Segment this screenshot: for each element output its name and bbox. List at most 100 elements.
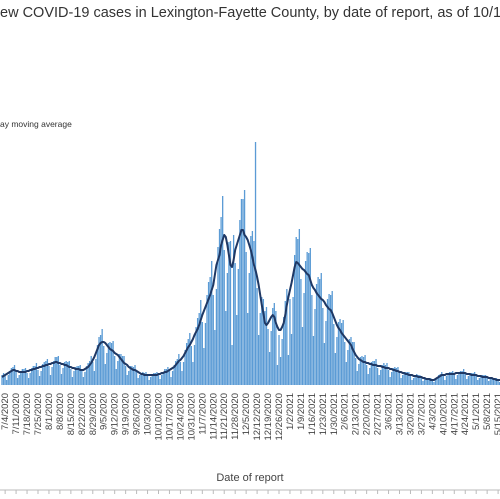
bar: [417, 375, 419, 385]
x-tick-label: 4/3/2021: [427, 393, 438, 430]
bar: [347, 350, 349, 385]
x-tick-label: 2/20/2021: [362, 393, 373, 435]
bar: [151, 374, 153, 385]
bar: [497, 380, 499, 385]
bar: [469, 373, 471, 385]
bar: [434, 380, 437, 385]
bar: [6, 380, 8, 385]
x-tick-label: 1/23/2021: [318, 393, 329, 435]
bar: [81, 371, 83, 385]
bar: [140, 373, 142, 385]
x-tick-label: 8/29/2020: [88, 393, 99, 435]
bar: [38, 376, 41, 385]
bar: [419, 375, 421, 385]
x-tick-label: 8/15/2020: [66, 393, 77, 435]
bar: [34, 366, 36, 385]
bar: [456, 375, 459, 385]
bar: [212, 295, 214, 385]
bar: [392, 368, 394, 385]
bar: [292, 297, 294, 385]
bar: [409, 376, 412, 385]
bar: [328, 294, 330, 385]
bar: [43, 362, 45, 385]
bar: [93, 371, 95, 385]
bar: [139, 375, 141, 385]
bar: [484, 375, 487, 385]
bar: [386, 363, 388, 385]
bar: [126, 375, 128, 385]
bar: [159, 379, 161, 385]
bar: [106, 353, 108, 385]
bar: [187, 339, 189, 385]
bar: [289, 299, 291, 385]
x-tick-label: 10/31/2020: [186, 393, 197, 441]
bar: [412, 378, 415, 385]
x-tick-label: 7/18/2020: [22, 393, 33, 435]
bar: [82, 377, 85, 385]
bar: [262, 299, 265, 385]
bar: [400, 378, 402, 385]
bar: [389, 377, 391, 385]
bar: [248, 273, 250, 385]
bar: [279, 357, 282, 385]
bar: [45, 361, 47, 385]
bar: [115, 369, 117, 385]
bar: [408, 372, 410, 385]
bar: [444, 380, 446, 385]
bar: [356, 371, 358, 385]
bar: [355, 358, 357, 385]
x-tick-label: 10/17/2020: [164, 393, 175, 441]
bar: [258, 335, 260, 385]
bar: [101, 329, 103, 385]
bar: [103, 346, 105, 385]
bar: [165, 369, 167, 385]
x-tick-label: 5/1/2021: [471, 393, 482, 430]
bar: [403, 372, 405, 385]
bar: [226, 273, 229, 385]
bar: [367, 374, 369, 385]
bar: [384, 365, 387, 385]
x-tick-label: 7/11/2020: [11, 393, 22, 435]
bar: [120, 354, 122, 385]
bar: [49, 375, 52, 385]
bar: [192, 362, 194, 385]
x-tick-label: 4/10/2021: [438, 393, 449, 435]
bar: [87, 363, 89, 385]
bar: [261, 297, 263, 385]
bar: [88, 361, 91, 385]
bar: [167, 367, 169, 385]
bar: [195, 327, 197, 385]
x-tick-label: 12/5/2020: [241, 393, 252, 435]
x-tick-label: 2/13/2021: [351, 393, 362, 435]
bar: [339, 319, 341, 385]
bar: [193, 345, 196, 385]
bar: [286, 289, 288, 385]
bar: [121, 356, 124, 385]
x-tick-label: 2/6/2021: [340, 393, 351, 430]
bar: [4, 376, 6, 385]
bar: [123, 356, 125, 385]
bar: [184, 350, 186, 385]
bar: [179, 362, 182, 385]
bar: [447, 373, 449, 385]
bar: [331, 291, 333, 385]
bar: [40, 371, 42, 385]
bar: [62, 368, 64, 385]
bar: [301, 327, 304, 385]
bar: [387, 370, 390, 385]
bar: [160, 375, 163, 385]
bar: [228, 242, 230, 385]
bar: [323, 343, 326, 385]
bar: [340, 323, 343, 385]
bar: [51, 367, 53, 385]
bar: [464, 374, 466, 385]
bar: [207, 282, 210, 385]
x-tick-label: 7/4/2020: [0, 393, 11, 430]
bar: [32, 366, 34, 385]
bar: [452, 371, 454, 385]
bar: [218, 229, 221, 385]
bar: [422, 381, 424, 385]
x-tick-label: 3/6/2021: [384, 393, 395, 430]
bar: [492, 378, 495, 385]
bar: [267, 329, 269, 385]
